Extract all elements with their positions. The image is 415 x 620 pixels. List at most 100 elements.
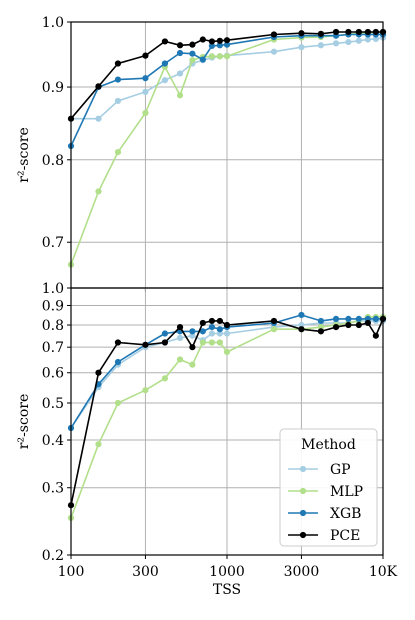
top-series-pce-point xyxy=(176,42,184,49)
bottom-ytick-label: 0.6 xyxy=(42,366,64,382)
bottom-series-mlp-point xyxy=(142,387,149,394)
bottom-xlabel: TSS xyxy=(213,582,241,598)
bottom-series-gp-point xyxy=(176,334,184,342)
legend-mlp-marker xyxy=(299,487,307,495)
bottom-series-pce-point xyxy=(199,319,206,327)
legend-xgb-marker xyxy=(299,509,307,517)
bottom-series-pce-point xyxy=(364,319,371,327)
bottom-series-xgb-point xyxy=(332,315,340,323)
top-series-gp-point xyxy=(142,88,149,95)
bottom-series-layer xyxy=(67,311,387,522)
top-series-mlp-point xyxy=(189,57,196,64)
top-ytick-label: 0.9 xyxy=(42,80,64,96)
bottom-series-pce-point xyxy=(372,332,379,339)
bottom-series-xgb-point xyxy=(189,328,196,335)
top-series-pce-point xyxy=(364,28,371,36)
bottom-series-xgb-point xyxy=(208,324,215,331)
bottom-series-pce-point xyxy=(142,341,149,348)
top-series-gp-point xyxy=(114,97,122,105)
bottom-ytick-label: 1.0 xyxy=(42,281,64,297)
bottom-series-pce-point xyxy=(332,324,340,331)
bottom-series-gp-point xyxy=(223,330,231,337)
bottom-series-pce-point xyxy=(317,328,325,335)
top-series-pce-point xyxy=(345,28,352,36)
bottom-series-mlp-point xyxy=(270,326,278,333)
top-series-gp-point xyxy=(364,36,371,43)
top-ylabel: r²-score xyxy=(16,127,32,182)
bottom-series-xgb-point xyxy=(355,315,362,323)
top-series-pce-point xyxy=(216,37,223,44)
bottom-xtick-label: 3000 xyxy=(284,564,320,580)
top-series-pce-point xyxy=(223,37,231,44)
bottom-ytick-label: 0.3 xyxy=(42,481,64,497)
top-series-pce-point xyxy=(298,30,305,37)
top-series-layer xyxy=(67,28,387,268)
top-series-pce-point xyxy=(355,28,362,36)
bottom-series-pce-point xyxy=(114,339,122,346)
bottom-axes-frame xyxy=(70,287,384,556)
legend-title: Method xyxy=(301,437,356,453)
bottom-series-mlp-point xyxy=(199,339,206,346)
top-series-gp-point xyxy=(176,70,184,77)
bottom-ytick-label: 0.7 xyxy=(42,340,64,356)
bottom-ytick-label: 0.9 xyxy=(42,298,64,314)
bottom-ytick-label: 0.8 xyxy=(42,318,64,334)
top-series-mlp-point xyxy=(223,53,231,60)
bottom-series-mlp-point xyxy=(161,375,169,382)
top-series-mlp-point xyxy=(142,109,149,117)
bottom-series-gp-point xyxy=(208,330,215,337)
top-series-pce-point xyxy=(189,41,196,48)
top-series-gp-point xyxy=(95,115,102,122)
top-series-pce-point xyxy=(208,38,215,45)
bottom-series-mlp-point xyxy=(208,339,215,346)
bottom-series-pce-point xyxy=(270,317,278,325)
bottom-ytick-label: 0.4 xyxy=(42,433,64,449)
legend-xgb-label: XGB xyxy=(330,506,361,522)
top-series-pce-point xyxy=(95,83,102,90)
bottom-series-pce-point xyxy=(95,369,102,376)
bottom-xtick-label: 300 xyxy=(132,564,159,580)
bottom-xtick-label: 100 xyxy=(58,564,85,580)
bottom-series-xgb-point xyxy=(298,311,305,319)
top-ytick-label: 1.0 xyxy=(42,15,64,31)
bottom-series-pce-point xyxy=(216,317,223,325)
bottom-ytick-label: 0.5 xyxy=(42,396,64,412)
legend-box xyxy=(279,428,378,547)
top-series-gp-point xyxy=(332,40,340,47)
bottom-xtick-label: 10K xyxy=(369,564,398,580)
bottom-series-xgb-point xyxy=(317,317,325,325)
bottom-ytick-label: 0.2 xyxy=(42,548,64,564)
top-series-gp-point xyxy=(372,35,379,43)
top-series-mlp-point xyxy=(208,53,215,60)
bottom-series-pce-point xyxy=(161,339,169,346)
bottom-series-mlp-point xyxy=(176,356,184,363)
top-series-pce-point xyxy=(161,38,169,45)
bottom-series-pce-point xyxy=(223,321,231,329)
bottom-series-pce-point xyxy=(345,321,352,329)
bottom-series-mlp-point xyxy=(189,361,196,368)
bottom-series-gp-point xyxy=(216,330,223,337)
bottom-panel: 0.2 0.3 0.4 0.5 0.6 0.7 0.8 0.91.0 r²-score 100 30… xyxy=(16,281,398,598)
bottom-series-mlp-point xyxy=(317,324,325,331)
top-series-mlp-point xyxy=(176,92,184,99)
top-series-xgb-point xyxy=(176,49,184,57)
top-series-gp-point xyxy=(298,44,305,51)
bottom-series-pce-point xyxy=(355,321,362,329)
top-series-pce-point xyxy=(142,52,149,59)
top-series-xgb-point xyxy=(199,56,206,63)
bottom-series-mlp-point xyxy=(114,399,122,407)
top-series-xgb-point xyxy=(223,41,231,48)
top-panel: 0.7 0.8 0.9 1.0 r²-score xyxy=(16,15,387,292)
legend-mlp-label: MLP xyxy=(330,484,363,500)
top-series-gp-point xyxy=(161,77,169,84)
legend: Method GP MLP XGB PCE xyxy=(279,428,378,547)
top-series-pce-point xyxy=(332,28,340,36)
bottom-series-pce-point xyxy=(298,326,305,333)
bottom-ylabel: r²-score xyxy=(16,394,32,449)
bottom-series-pce-point xyxy=(208,317,215,325)
bottom-series-xgb-point xyxy=(161,330,169,337)
bottom-series-xgb-point xyxy=(199,328,206,335)
top-series-mlp-point xyxy=(114,149,122,156)
legend-gp-marker xyxy=(299,465,307,473)
top-series-xgb-point xyxy=(161,60,169,67)
